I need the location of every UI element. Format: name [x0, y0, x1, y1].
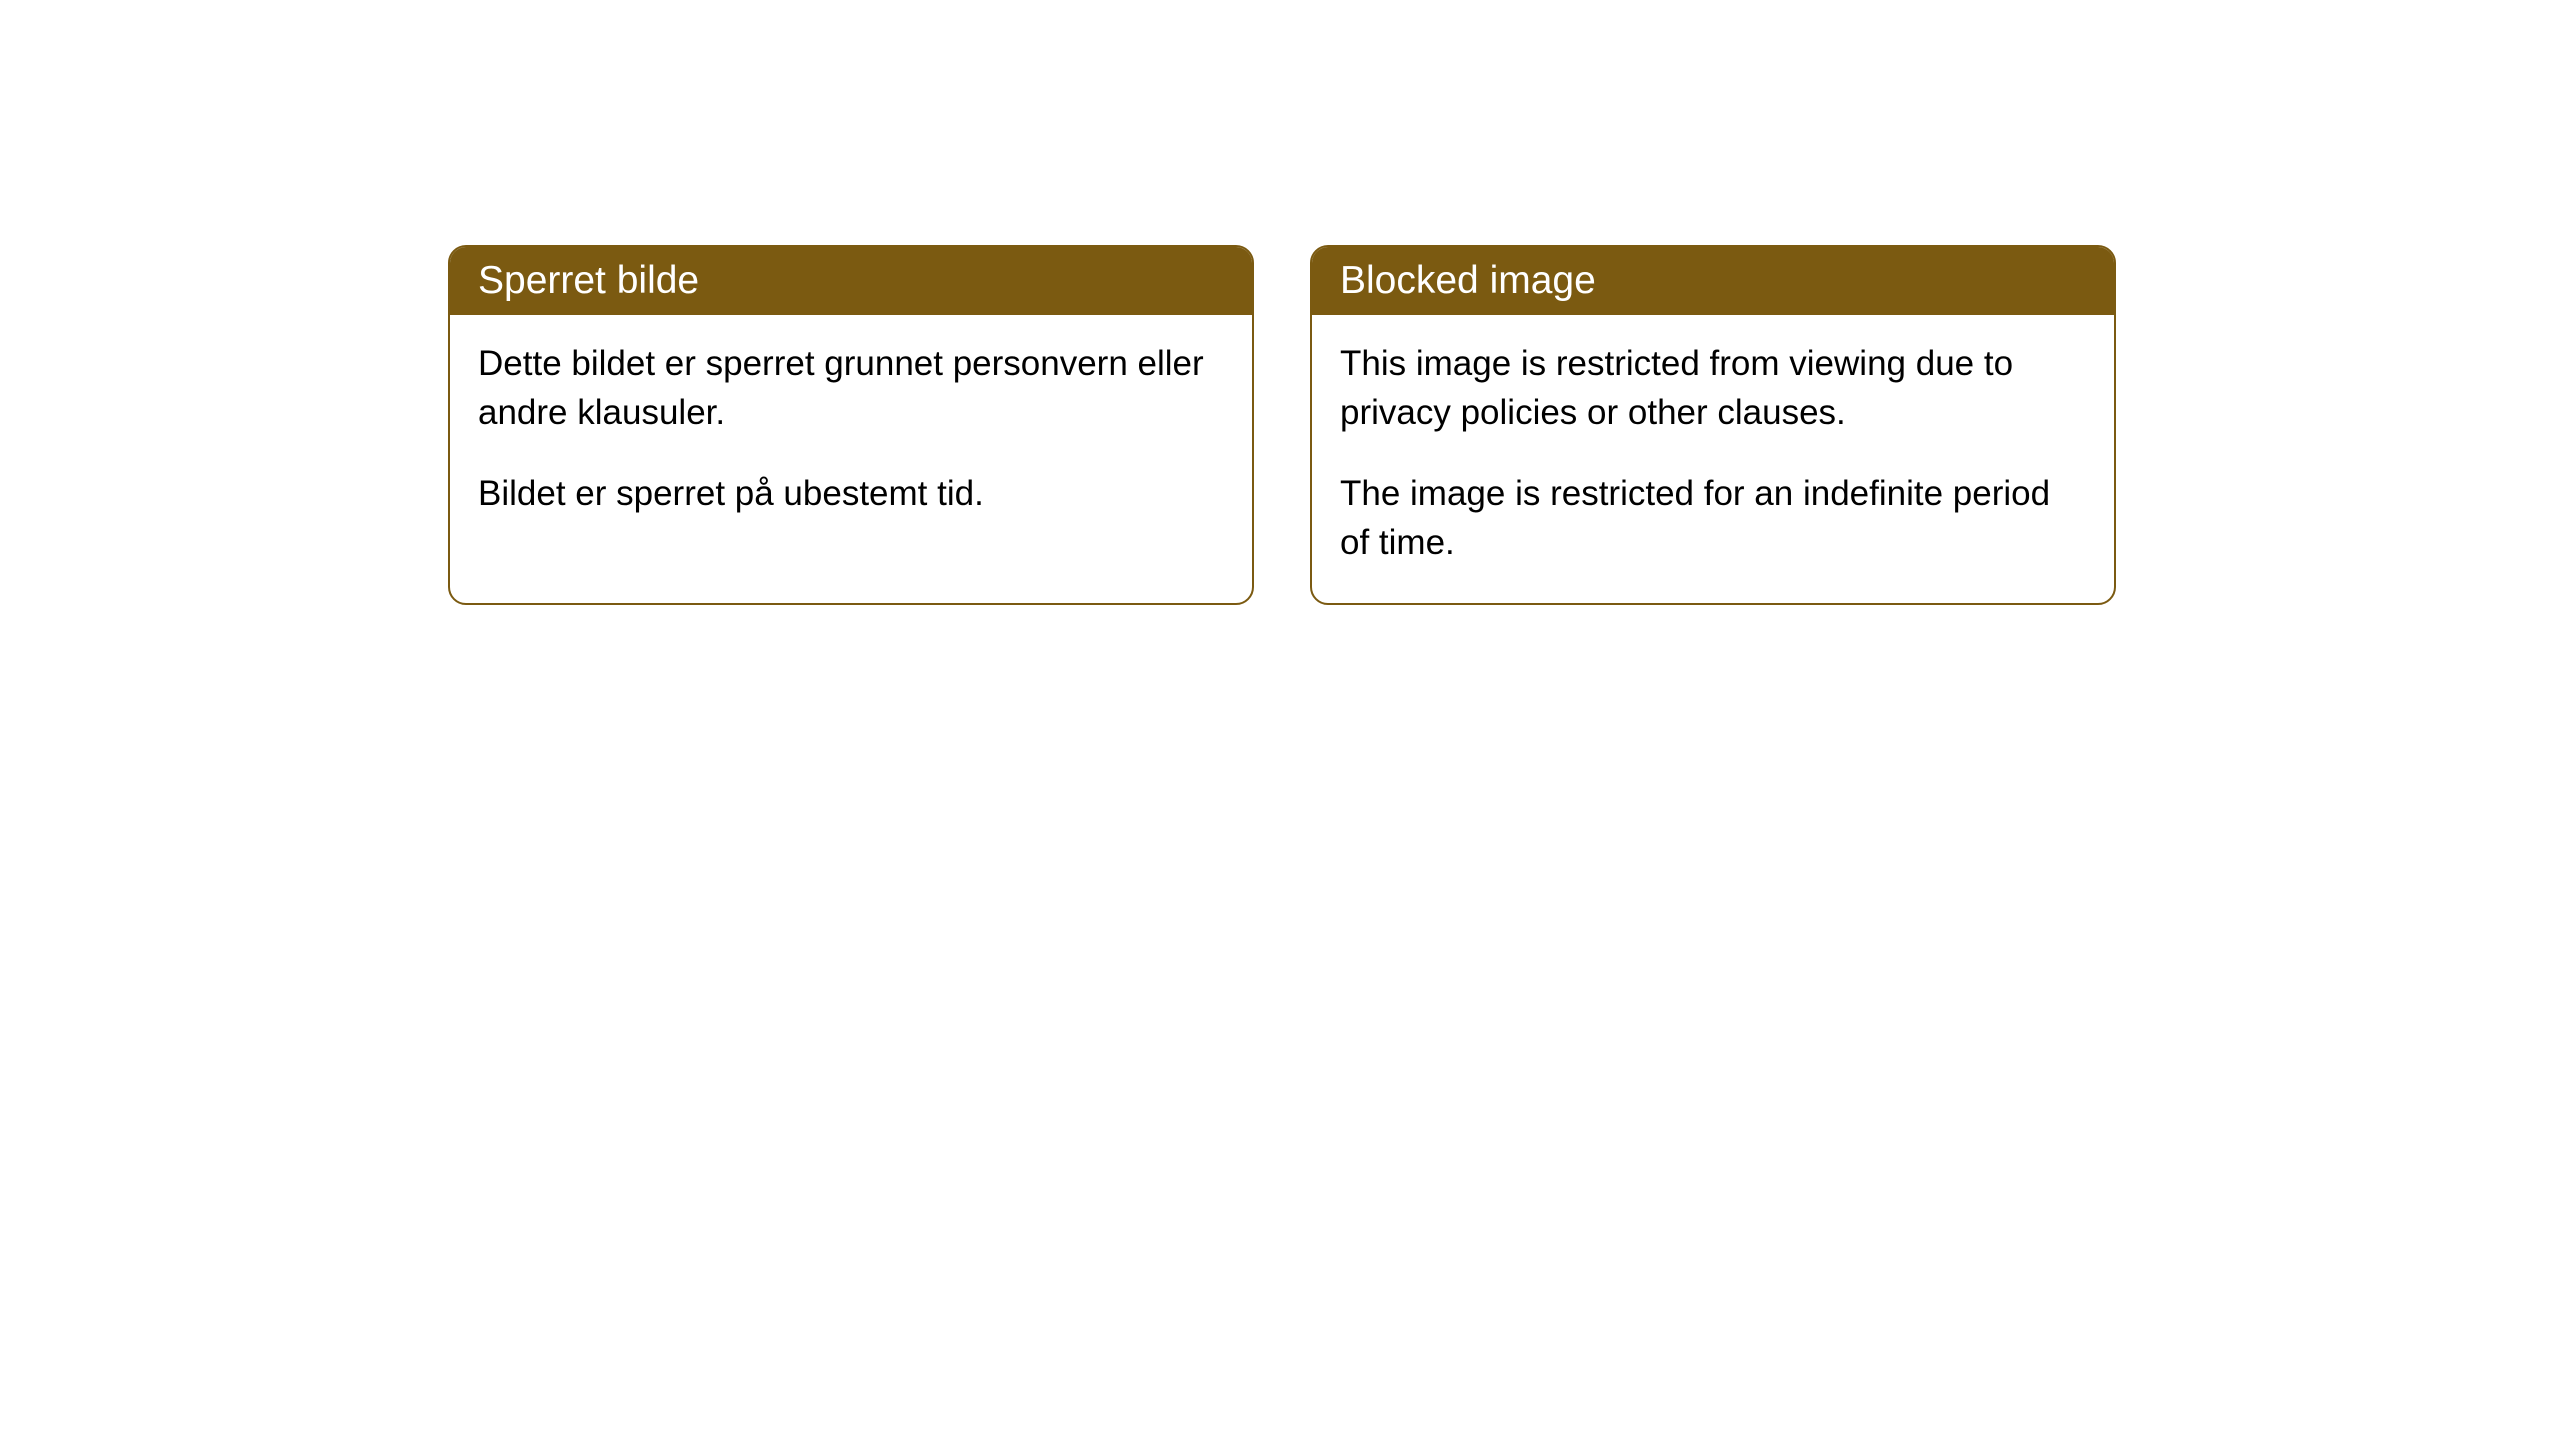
notice-cards-container: Sperret bilde Dette bildet er sperret gr… — [0, 0, 2560, 605]
card-paragraph: This image is restricted from viewing du… — [1340, 339, 2086, 437]
notice-card-english: Blocked image This image is restricted f… — [1310, 245, 2116, 605]
card-header: Blocked image — [1312, 247, 2114, 315]
card-paragraph: Bildet er sperret på ubestemt tid. — [478, 469, 1224, 518]
card-body: Dette bildet er sperret grunnet personve… — [450, 315, 1252, 554]
card-body: This image is restricted from viewing du… — [1312, 315, 2114, 603]
card-title: Sperret bilde — [478, 259, 699, 302]
card-header: Sperret bilde — [450, 247, 1252, 315]
card-title: Blocked image — [1340, 259, 1596, 302]
card-paragraph: Dette bildet er sperret grunnet personve… — [478, 339, 1224, 437]
notice-card-norwegian: Sperret bilde Dette bildet er sperret gr… — [448, 245, 1254, 605]
card-paragraph: The image is restricted for an indefinit… — [1340, 469, 2086, 567]
